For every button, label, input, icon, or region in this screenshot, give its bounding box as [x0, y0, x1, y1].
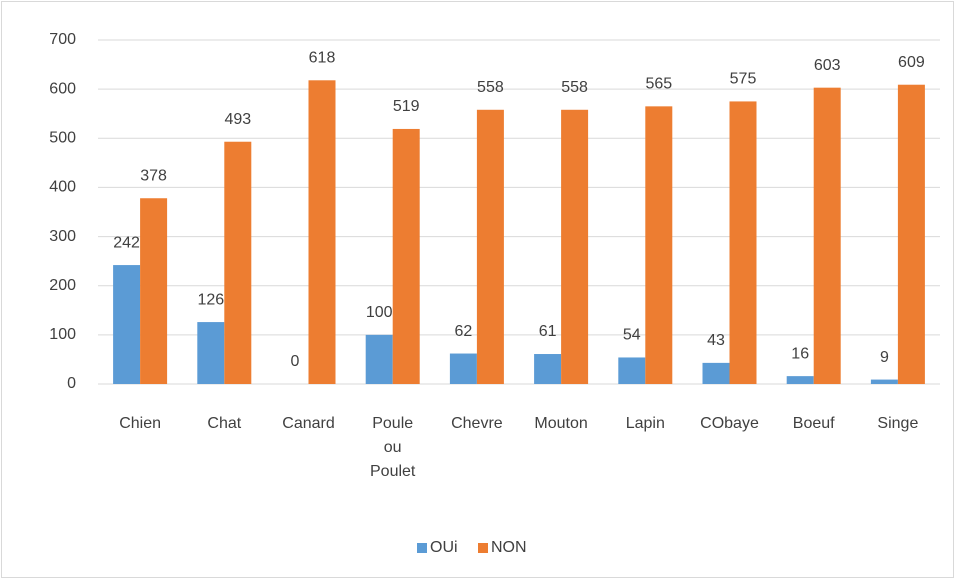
data-label: 100 — [366, 304, 393, 321]
bar — [645, 106, 673, 384]
y-tick-label: 100 — [49, 326, 76, 343]
data-label: 9 — [880, 349, 889, 366]
y-tick-label: 300 — [49, 228, 76, 245]
x-tick-label: Canard — [282, 415, 335, 432]
bar — [224, 141, 252, 384]
data-label: 378 — [140, 167, 167, 184]
data-label: 43 — [707, 332, 725, 349]
data-label: 603 — [814, 57, 841, 74]
bar — [392, 128, 420, 384]
data-label: 242 — [113, 234, 140, 251]
data-label: 493 — [224, 111, 251, 128]
y-tick-label: 700 — [49, 31, 76, 48]
data-label: 519 — [393, 98, 420, 115]
bar — [618, 357, 646, 384]
bar — [197, 322, 225, 384]
bar — [140, 198, 168, 384]
data-label: 558 — [477, 79, 504, 96]
bar — [449, 353, 477, 384]
bar — [870, 379, 898, 384]
data-label: 16 — [791, 345, 809, 362]
bar — [534, 354, 562, 384]
legend-label: NON — [491, 539, 527, 556]
bar — [113, 265, 141, 384]
legend-swatch — [478, 543, 488, 553]
y-tick-label: 400 — [49, 179, 76, 196]
data-label: 54 — [623, 327, 641, 344]
x-tick-label: Chevre — [451, 415, 503, 432]
bar — [476, 109, 504, 384]
data-label: 558 — [561, 79, 588, 96]
bar — [561, 109, 589, 384]
bar — [365, 334, 393, 384]
data-label: 565 — [645, 76, 672, 93]
x-tick-label: Chat — [207, 415, 242, 432]
data-label: 61 — [539, 323, 557, 340]
bar — [702, 362, 730, 384]
data-label: 609 — [898, 54, 925, 71]
bar — [786, 376, 814, 384]
y-tick-label: 0 — [67, 375, 76, 392]
data-label: 0 — [291, 353, 300, 370]
data-label: 126 — [197, 291, 224, 308]
legend-label: OUi — [430, 539, 458, 556]
x-tick-label: Chien — [119, 415, 161, 432]
legend-swatch — [417, 543, 427, 553]
bar — [729, 101, 757, 384]
bar — [308, 80, 336, 384]
data-label: 618 — [309, 50, 336, 67]
bar — [813, 87, 841, 384]
x-tick-label: Poule ou Poulet — [370, 415, 416, 480]
x-tick-label: Mouton — [534, 415, 588, 432]
x-tick-label: Lapin — [625, 415, 665, 432]
y-tick-label: 600 — [49, 80, 76, 97]
x-tick-label: Boeuf — [792, 415, 835, 432]
y-tick-label: 500 — [49, 130, 76, 147]
bar — [897, 84, 925, 384]
data-label: 62 — [455, 323, 473, 340]
x-tick-label: CObaye — [700, 415, 759, 432]
y-tick-label: 200 — [49, 277, 76, 294]
data-label: 575 — [730, 71, 757, 88]
x-tick-label: Singe — [877, 415, 919, 432]
